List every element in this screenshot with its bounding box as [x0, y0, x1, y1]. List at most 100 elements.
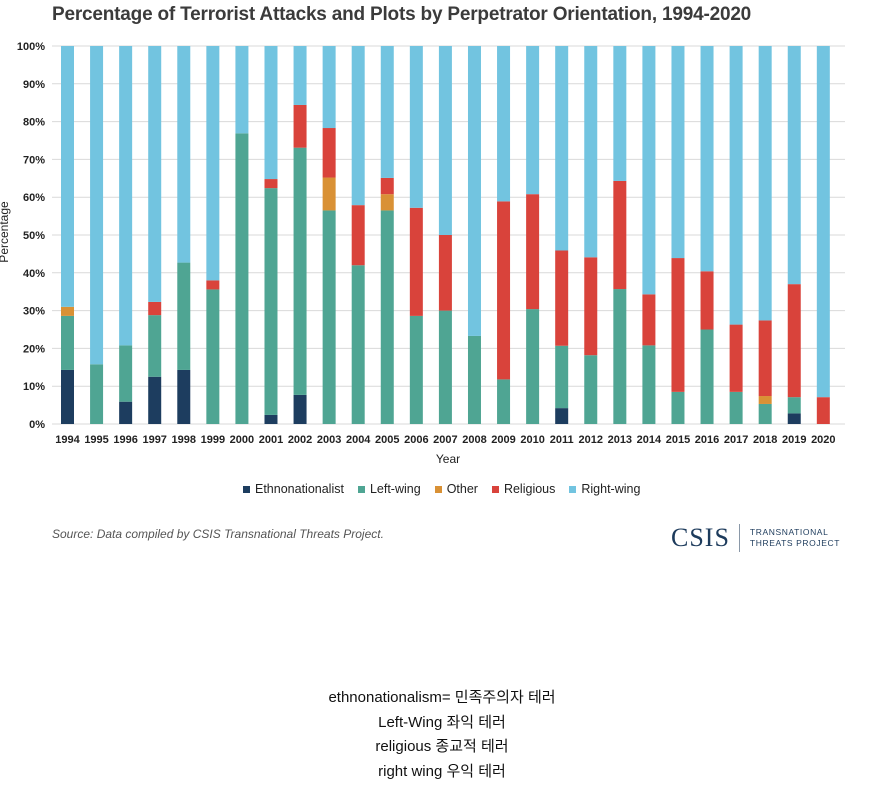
x-tick-label: 2017 [724, 434, 748, 446]
bar-segment-left-wing-2014 [642, 345, 656, 424]
bar-segment-right-wing-2019 [787, 46, 801, 285]
bar-segment-left-wing-2015 [671, 391, 685, 424]
x-tick-label: 2010 [520, 434, 544, 446]
bar-segment-right-wing-1996 [119, 46, 133, 346]
note-line: right wing 우익 테러 [378, 762, 506, 780]
bar-segment-left-wing-2012 [584, 355, 598, 424]
bar-segment-right-wing-1999 [206, 46, 220, 281]
x-tick-label: 2001 [259, 434, 283, 446]
bar-segment-left-wing-2010 [526, 309, 540, 424]
bar-segment-left-wing-2002 [293, 147, 307, 395]
bar-segment-religious-2010 [526, 194, 540, 310]
legend-swatch [357, 485, 365, 493]
x-tick-label: 2005 [375, 434, 399, 446]
bar-segment-ethnonationalist-1998 [177, 369, 191, 424]
bar-segment-right-wing-1995 [90, 46, 104, 365]
legend-label: Other [446, 482, 478, 496]
bar-segment-left-wing-1996 [119, 345, 133, 402]
bar-segment-other-1994 [61, 306, 74, 316]
chart-title: Percentage of Terrorist Attacks and Plot… [52, 4, 752, 25]
bars [61, 46, 830, 424]
bar-segment-religious-2009 [497, 201, 511, 380]
legend-item: Left-wing [357, 482, 421, 496]
source-note: Source: Data compiled by CSIS Transnatio… [52, 527, 384, 541]
legend-label: Ethnonationalist [255, 482, 344, 496]
y-tick-label: 10% [23, 381, 45, 393]
legend-label: Left-wing [369, 482, 421, 496]
bar-segment-left-wing-2004 [351, 265, 365, 424]
bar-segment-left-wing-2018 [758, 403, 772, 424]
bar-segment-left-wing-2009 [497, 379, 511, 424]
bar-segment-ethnonationalist-2019 [787, 413, 801, 424]
y-tick-label: 40% [23, 268, 45, 280]
bar-segment-religious-2020 [816, 397, 830, 424]
x-tick-label: 2018 [753, 434, 777, 446]
bar-segment-religious-2019 [787, 284, 801, 398]
x-tick-label: 1996 [113, 434, 137, 446]
legend-swatch [434, 485, 442, 493]
legend-label: Right-wing [581, 482, 641, 496]
x-tick-label: 2020 [811, 434, 835, 446]
x-tick-label: 2014 [637, 434, 662, 446]
legend-swatch [243, 485, 250, 493]
bar-segment-right-wing-1994 [61, 46, 74, 307]
bar-segment-right-wing-2009 [497, 46, 511, 202]
note-line: religious 종교적 테러 [375, 738, 509, 755]
y-tick-label: 100% [17, 41, 45, 53]
logo-subtitle: TRANSNATIONAL THREATS PROJECT [750, 527, 840, 549]
x-tick-label: 1998 [172, 434, 196, 446]
bar-segment-religious-2003 [322, 128, 336, 178]
note-line: Left-Wing 좌익 테러 [378, 713, 506, 731]
bar-segment-right-wing-2008 [467, 46, 481, 336]
logo-subtitle-line2: THREATS PROJECT [749, 538, 840, 548]
note-line: ethnonationalism= 민족주의자 테러 [328, 689, 556, 706]
bar-segment-other-2018 [758, 396, 772, 404]
x-tick-label: 2008 [462, 434, 486, 446]
bar-segment-right-wing-2002 [293, 46, 307, 105]
bar-segment-religious-2011 [555, 250, 569, 346]
bar-segment-right-wing-2007 [438, 46, 452, 235]
bar-segment-left-wing-1997 [148, 315, 162, 377]
x-axis-label: Year [436, 452, 460, 466]
logo-wordmark: CSIS [671, 523, 730, 552]
csis-logo: CSIS TRANSNATIONAL THREATS PROJECT [671, 523, 840, 553]
bar-segment-right-wing-2016 [700, 46, 714, 272]
bar-segment-religious-2002 [293, 104, 307, 148]
bar-segment-right-wing-2005 [380, 46, 394, 178]
legend: Ethnonationalist Left-wing Other Religious R… [243, 482, 640, 496]
bar-segment-left-wing-1999 [206, 289, 220, 424]
x-tick-label: 2003 [317, 434, 341, 446]
logo-divider [738, 524, 740, 552]
x-tick-label: 2009 [491, 434, 515, 446]
bar-segment-left-wing-2013 [613, 289, 627, 424]
legend-item: Right-wing [569, 482, 640, 496]
bar-segment-left-wing-2019 [787, 397, 801, 414]
logo-subtitle-line1: TRANSNATIONAL [749, 527, 829, 537]
legend-item: Religious [491, 482, 556, 496]
bar-segment-ethnonationalist-1996 [119, 401, 133, 424]
x-tick-label: 2002 [288, 434, 312, 446]
bar-segment-right-wing-2015 [671, 46, 685, 259]
legend-item: Other [434, 482, 478, 496]
y-axis-ticks: 0% 10% 20% 30% 40% 50% 60% 70% 80% 90% 100% [17, 41, 45, 431]
bar-segment-religious-2005 [380, 177, 394, 195]
bar-segment-ethnonationalist-2011 [555, 408, 569, 424]
bar-segment-religious-2016 [700, 271, 714, 330]
bar-segment-religious-2006 [409, 207, 423, 316]
x-tick-label: 2006 [404, 434, 428, 446]
x-tick-label: 1995 [84, 434, 108, 446]
bar-segment-right-wing-2001 [264, 46, 278, 180]
legend-label: Religious [503, 482, 556, 496]
bar-segment-left-wing-1995 [90, 364, 104, 424]
bar-segment-right-wing-2014 [642, 46, 656, 295]
y-tick-label: 20% [23, 343, 45, 355]
y-tick-label: 80% [23, 117, 45, 129]
bar-segment-right-wing-1997 [148, 46, 162, 302]
bar-segment-right-wing-2000 [235, 46, 249, 134]
bar-segment-ethnonationalist-1994 [61, 369, 74, 424]
x-tick-label: 2012 [579, 434, 603, 446]
bar-segment-right-wing-2006 [409, 46, 423, 208]
bar-segment-right-wing-2018 [758, 46, 772, 321]
x-axis-ticks: 1994 1995 1996 1997 1998 1999 2000 2001 2002 2003… [55, 434, 835, 446]
bar-segment-left-wing-2008 [467, 335, 481, 424]
